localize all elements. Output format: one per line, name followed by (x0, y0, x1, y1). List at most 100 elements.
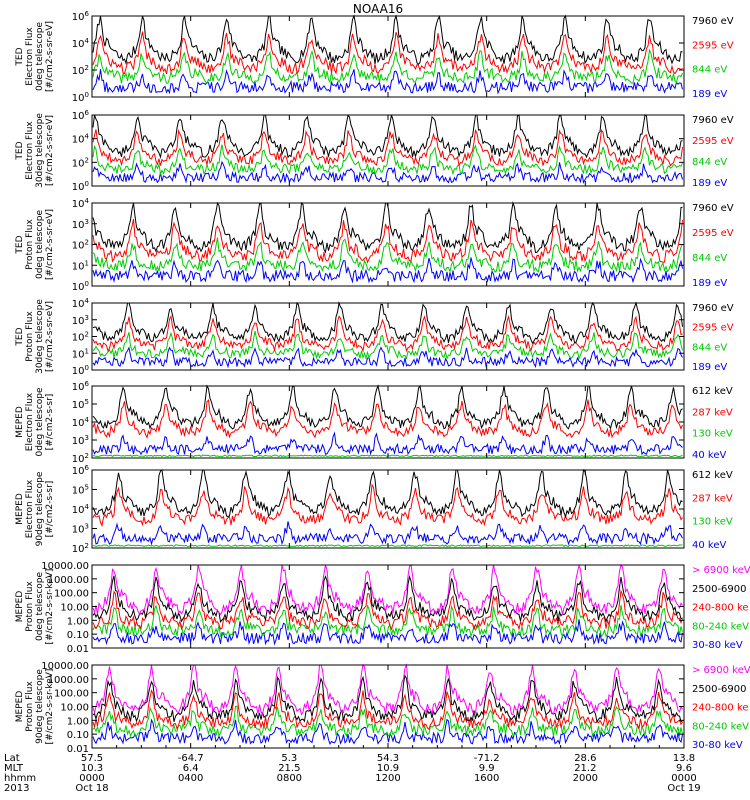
y-tick-label: 105 (72, 484, 89, 497)
y-axis-label: MEPEDProton Flux0deg telescope[#/cm2-s-s… (15, 569, 55, 645)
series-trace (92, 563, 683, 616)
legend-entry: 80-240 keV (692, 721, 749, 732)
x-tick-label: 9.9 (479, 763, 495, 774)
panel-7: 0.01 0.10 1.00 10.00 100.00 1000.00 10000.00ME… (15, 561, 750, 655)
series-trace (92, 31, 683, 75)
legend-entry: 130 keV (692, 517, 733, 528)
y-tick-label: 100 (72, 91, 89, 104)
x-tick-label: 0000 (671, 773, 696, 784)
x-tick-label: 10.9 (377, 763, 399, 774)
legend-entry: 7960 eV (692, 203, 734, 214)
legend-entry: 7960 eV (692, 16, 734, 27)
panel-4-traces (92, 301, 683, 369)
y-tick-label: 102 (72, 156, 89, 169)
y-tick-label: 10.00 (60, 603, 89, 614)
y-tick-label: 104 (72, 37, 90, 50)
panel-7-legend: > 6900 keV 2500-6900 240-800 ke 80-240 keV 3… (692, 565, 750, 651)
y-tick-label: 10000.00 (41, 561, 89, 572)
y-tick-label: 1000.00 (48, 675, 89, 686)
x-tick-label: 13.8 (673, 753, 695, 764)
y-axis-label: TEDElectron Flux0deg telescope[#/cm2-s-s… (15, 21, 55, 92)
series-trace (92, 574, 683, 623)
y-tick-label: 106 (72, 464, 90, 477)
legend-entry: 40 keV (692, 450, 726, 461)
panel-group: 100 102 104 106 TEDElectron Flux0deg telesco… (15, 10, 750, 755)
series-trace (92, 69, 683, 95)
y-tick-label: 104 (72, 133, 90, 146)
series-trace (92, 663, 683, 716)
panel-2-legend: 7960 eV 2595 eV 844 eV 189 eV (692, 115, 734, 189)
x-tick-label: 2000 (573, 773, 598, 784)
series-trace (92, 689, 683, 731)
y-tick-label: 103 (72, 218, 89, 231)
legend-entry: 612 keV (692, 470, 733, 481)
x-tick-label: 0400 (178, 773, 203, 784)
y-tick-label: 106 (72, 380, 90, 393)
x-tick-label: 1600 (474, 773, 499, 784)
y-tick-label: 10.00 (60, 703, 89, 714)
x-tick-label: 1200 (375, 773, 400, 784)
series-trace (92, 619, 683, 646)
legend-entry: 612 keV (692, 386, 733, 397)
y-axis-label: TEDProton Flux0deg telescope[#/cm2-s-sr-… (15, 209, 55, 280)
x-tick-label: 10.3 (81, 763, 103, 774)
legend-entry: 189 eV (692, 362, 727, 373)
x-tick-label: 21.2 (574, 763, 596, 774)
legend-entry: 2500-6900 (692, 684, 747, 695)
y-tick-label: 100 (72, 364, 89, 377)
legend-entry: 844 eV (692, 253, 727, 264)
y-tick-label: 102 (72, 331, 89, 344)
legend-entry: 80-240 keV (692, 621, 749, 632)
panel-1-traces (92, 14, 683, 95)
x-tick-label: -64.7 (178, 753, 204, 764)
y-tick-label: 104 (72, 416, 90, 429)
panel-3-legend: 7960 eV 2595 eV 844 eV 189 eV (692, 203, 734, 289)
y-tick-label: 106 (72, 109, 90, 122)
series-trace (92, 114, 683, 160)
panel-4: 100 101 102 103 104 TEDProton Flux30deg teles… (15, 297, 734, 377)
series-trace (92, 48, 683, 85)
series-trace (92, 589, 683, 631)
series-trace (92, 218, 683, 264)
x-tick-label: 54.3 (377, 753, 399, 764)
x-tick-label: Oct 18 (75, 783, 108, 794)
x-tick-label: 28.6 (574, 753, 596, 764)
y-axis-label: MEPEDElectron Flux0deg telescope[#/cm2-s… (15, 387, 55, 457)
y-tick-label: 100 (72, 180, 89, 193)
x-tick-label: 0000 (79, 773, 104, 784)
panel-3: 100 101 102 103 104 TEDProton Flux0deg telesc… (15, 197, 734, 293)
panel-6-traces (92, 468, 683, 548)
series-trace (92, 14, 683, 66)
y-tick-label: 101 (72, 259, 89, 272)
series-trace (92, 521, 683, 546)
legend-entry: > 6900 keV (692, 665, 750, 676)
series-trace (92, 144, 683, 176)
series-trace (92, 398, 683, 439)
series-trace (92, 384, 683, 430)
series-trace (92, 301, 683, 345)
x-tick-label: 21.5 (278, 763, 300, 774)
y-tick-label: 103 (72, 434, 89, 447)
panel-8-traces (92, 663, 683, 745)
legend-entry: 189 eV (692, 89, 727, 100)
legend-entry: 844 eV (692, 157, 727, 168)
series-trace (92, 674, 683, 724)
legend-entry: 2595 eV (692, 136, 734, 147)
legend-entry: 844 eV (692, 65, 727, 76)
series-trace (92, 160, 683, 184)
legend-entry: 240-800 ke (692, 703, 749, 714)
panel-8: 0.01 0.10 1.00 10.00 100.00 1000.00 10000.00ME… (15, 661, 750, 755)
panel-3-traces (92, 201, 683, 284)
x-tick-label: 57.5 (81, 753, 103, 764)
legend-entry: 40 keV (692, 540, 726, 551)
y-tick-label: 106 (72, 10, 90, 23)
y-tick-label: 104 (72, 297, 90, 310)
panel-frame (91, 202, 685, 287)
series-trace (92, 128, 683, 167)
x-row-label: MLT (4, 763, 24, 774)
panel-5-traces (92, 384, 683, 458)
y-tick-label: 105 (72, 398, 89, 411)
y-tick-label: 1000.00 (48, 575, 89, 586)
